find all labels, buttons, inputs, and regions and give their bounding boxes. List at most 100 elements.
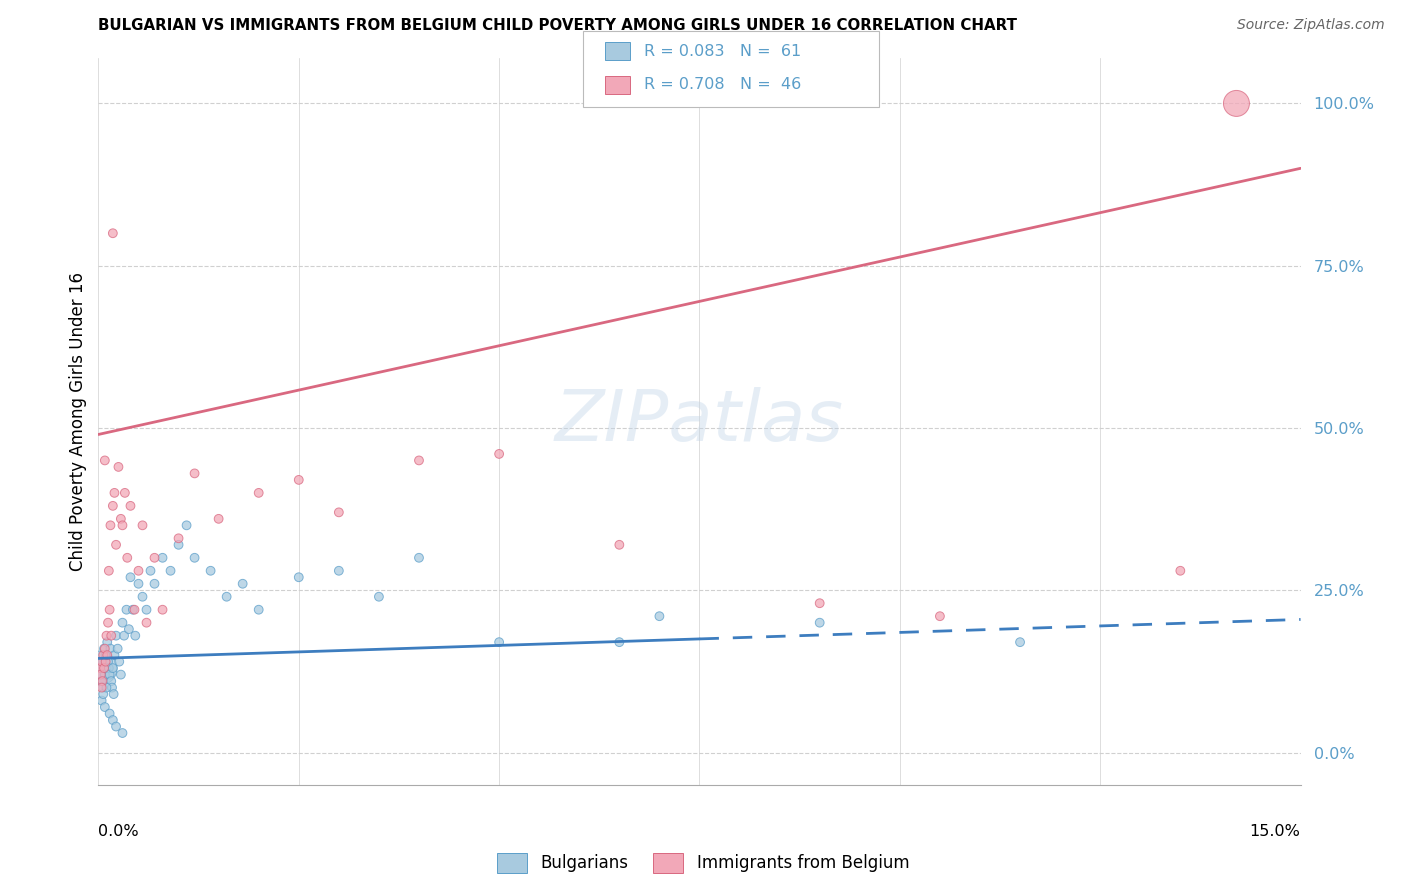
Text: Source: ZipAtlas.com: Source: ZipAtlas.com <box>1237 18 1385 32</box>
Point <box>90 681 112 695</box>
Point <box>89 661 111 675</box>
Point <box>128 576 150 591</box>
Point <box>97 564 120 578</box>
Point <box>135 615 157 630</box>
Point <box>90 674 112 689</box>
Point <box>118 622 141 636</box>
Point <box>94 655 117 669</box>
Point <box>287 473 309 487</box>
Point <box>115 603 138 617</box>
Point <box>408 550 430 565</box>
Point <box>108 655 131 669</box>
Point <box>111 615 134 630</box>
Point <box>98 667 121 681</box>
Point <box>107 641 129 656</box>
Point <box>89 661 111 675</box>
Point <box>215 590 238 604</box>
Point <box>93 661 115 675</box>
Text: 0.0%: 0.0% <box>98 824 139 838</box>
Point <box>208 512 231 526</box>
Point <box>91 681 114 695</box>
Point <box>101 661 124 675</box>
Point <box>328 505 350 519</box>
Point <box>105 629 128 643</box>
Text: R = 0.083   N =  61: R = 0.083 N = 61 <box>644 44 801 59</box>
Point <box>183 550 205 565</box>
Point <box>97 615 120 630</box>
Point <box>112 629 135 643</box>
Text: BULGARIAN VS IMMIGRANTS FROM BELGIUM CHILD POVERTY AMONG GIRLS UNDER 16 CORRELAT: BULGARIAN VS IMMIGRANTS FROM BELGIUM CHI… <box>98 18 1018 33</box>
Point <box>101 713 124 727</box>
Point <box>100 518 122 533</box>
Point <box>135 603 157 617</box>
Point <box>114 486 136 500</box>
Point <box>408 453 430 467</box>
Point <box>287 570 309 584</box>
Point <box>103 687 125 701</box>
Point <box>167 531 190 545</box>
Point <box>247 603 270 617</box>
Point <box>101 681 124 695</box>
Point <box>368 590 391 604</box>
Point <box>159 564 181 578</box>
Point <box>101 226 124 240</box>
Point <box>124 603 146 617</box>
Point <box>131 590 153 604</box>
Point <box>100 674 122 689</box>
Point <box>609 538 631 552</box>
Point <box>98 706 121 721</box>
Point <box>94 648 117 662</box>
Point <box>97 655 120 669</box>
Point <box>139 564 162 578</box>
Point <box>91 674 114 689</box>
Point <box>94 453 117 467</box>
Point <box>94 700 117 714</box>
Point <box>1225 96 1247 111</box>
Point <box>110 667 132 681</box>
Point <box>648 609 671 624</box>
Point <box>200 564 222 578</box>
Point <box>120 499 142 513</box>
Point <box>90 667 112 681</box>
Point <box>117 550 139 565</box>
Point <box>90 655 112 669</box>
Point <box>94 641 117 656</box>
Point <box>167 538 190 552</box>
Point <box>124 629 146 643</box>
Point <box>96 629 118 643</box>
Point <box>232 576 254 591</box>
Point <box>105 538 128 552</box>
Point <box>96 635 118 649</box>
Point <box>107 459 129 474</box>
Point <box>183 467 205 481</box>
Point <box>94 667 117 681</box>
Point <box>143 550 166 565</box>
Point <box>96 661 118 675</box>
Y-axis label: Child Poverty Among Girls Under 16: Child Poverty Among Girls Under 16 <box>69 272 87 571</box>
Point <box>152 550 174 565</box>
Point <box>110 512 132 526</box>
Point <box>91 648 114 662</box>
Point <box>111 726 134 740</box>
Point <box>152 603 174 617</box>
Point <box>1008 635 1031 649</box>
Legend: Bulgarians, Immigrants from Belgium: Bulgarians, Immigrants from Belgium <box>491 847 915 880</box>
Point <box>128 564 150 578</box>
Text: R = 0.708   N =  46: R = 0.708 N = 46 <box>644 78 801 92</box>
Point <box>247 486 270 500</box>
Point <box>103 648 125 662</box>
Point <box>91 655 114 669</box>
Point <box>120 570 142 584</box>
Text: 15.0%: 15.0% <box>1250 824 1301 838</box>
Point <box>103 486 125 500</box>
Point <box>90 693 112 707</box>
Point <box>97 661 120 675</box>
Point <box>176 518 198 533</box>
Point <box>90 667 112 681</box>
Point <box>100 641 122 656</box>
Point <box>609 635 631 649</box>
Point <box>131 518 153 533</box>
Point <box>808 596 831 610</box>
Point <box>488 635 510 649</box>
Point <box>100 629 122 643</box>
